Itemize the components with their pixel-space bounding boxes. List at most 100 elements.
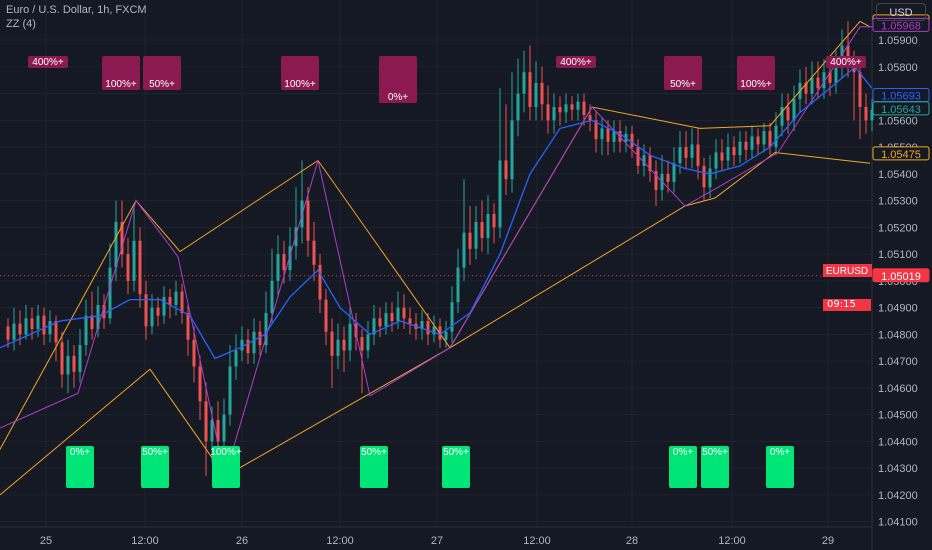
candle-body [390,312,394,322]
candle-body [252,331,256,354]
candle-body [684,147,688,158]
candle-body [342,339,346,351]
candle-body [24,318,28,335]
candle-body [528,72,532,108]
candle-body [762,131,766,145]
candle-body [276,254,280,281]
candle-body [498,160,502,228]
y-tick-label: 1.05900 [878,35,918,47]
x-tick-label: 25 [40,535,52,547]
bear-label-text: 400%+ [32,57,64,68]
bear-percent-label: 100%+ [737,56,775,90]
candle-body [492,214,496,228]
symbol-price-tag [823,263,872,277]
candle-body [114,222,118,268]
x-tick-label: 26 [236,535,248,547]
bull-label-text: 0%+ [770,447,790,458]
x-tick-label: 12:00 [326,535,354,547]
candle-body [654,171,658,190]
candle-body [606,128,610,142]
candle-body [174,291,178,305]
candle-body [84,315,88,346]
y-tick-label: 1.04200 [878,490,918,502]
candle-body [6,326,10,340]
candle-body [330,331,334,356]
candle-body [66,355,70,375]
candle-body [516,93,520,121]
candle-body [12,323,16,340]
y-tick-label: 1.05400 [878,169,918,181]
bear-label-box [664,56,702,90]
bull-percent-label: 0%+ [766,446,794,488]
candle-body [90,315,94,330]
candle-body [126,254,130,281]
candle-body [450,302,454,332]
candle-body [558,107,562,113]
price-axis-label: 1.05693 [881,91,921,103]
candle-body [402,307,406,319]
bear-label-text: 50%+ [149,79,175,90]
candle-body [510,120,514,180]
bear-label-text: 100%+ [105,79,137,90]
bear-label-box [379,56,417,103]
candle-body [138,240,142,295]
candle-body [144,294,148,327]
bear-label-text: 400%+ [560,57,592,68]
bull-percent-label: 50%+ [360,446,388,488]
candle-body [108,267,112,319]
bear-label-box [737,56,775,90]
candle-body [474,222,478,249]
y-tick-label: 1.04900 [878,303,918,315]
symbol-label: EURUSD [826,266,868,277]
x-tick-label: 12:00 [131,535,159,547]
candle-body [426,321,430,335]
bull-label-box [212,446,240,488]
bear-label-box [143,56,181,90]
candle-body [732,147,736,156]
bear-percent-label: 50%+ [664,56,702,90]
candle-body [132,240,136,281]
candle-body [72,355,76,372]
candle-body [384,312,388,327]
bull-percent-label: 50%+ [442,446,470,488]
candle-body [120,222,124,255]
candle-body [48,321,52,335]
candle-body [828,72,832,83]
candle-body [672,163,676,182]
bull-label-box [66,446,94,488]
candle-body [246,339,250,354]
candle-body [750,136,754,150]
candle-body [378,318,382,327]
bear-label-box [556,56,596,68]
price-axis-label: 1.05968 [881,20,921,32]
candle-body [540,82,544,105]
candle-body [666,173,670,182]
candle-body [192,339,196,367]
x-tick-label: 12:00 [718,535,746,547]
candle-body [480,222,484,239]
candle-body [714,152,718,169]
y-tick-label: 1.04600 [878,383,918,395]
y-tick-label: 1.04100 [878,517,918,529]
bear-label-box [281,56,319,90]
candle-body [54,321,58,343]
candle-body [534,82,538,108]
candle-body [282,254,286,271]
y-tick-label: 1.04800 [878,329,918,341]
candle-body [780,107,784,126]
candle-body [564,104,568,113]
y-tick-label: 1.05200 [878,222,918,234]
candle-body [756,136,760,145]
bear-label-text: 100%+ [284,79,316,90]
candle-body [18,323,22,335]
candle-body [312,240,316,265]
candle-body [366,334,370,351]
candle-body [630,133,634,148]
bear-label-box [826,56,866,68]
candle-body [78,345,82,372]
bull-label-box [141,446,169,488]
candle-body [222,414,226,442]
currency-button[interactable]: USD [876,3,926,21]
price-axis-label-box [872,17,930,32]
